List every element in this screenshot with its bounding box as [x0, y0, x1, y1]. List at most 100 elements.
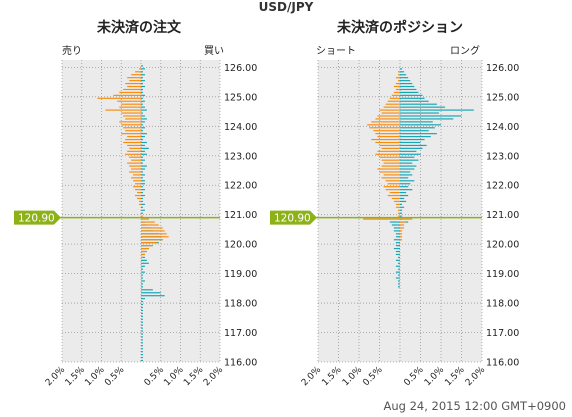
sell-order-bar	[123, 127, 141, 129]
long-position-bar	[397, 268, 400, 270]
buy-order-bar	[141, 339, 143, 341]
buy-order-bar	[141, 124, 143, 126]
long-position-bar	[400, 206, 405, 208]
short-position-bar	[385, 180, 400, 182]
sell-order-bar	[119, 106, 141, 108]
buy-order-bar	[141, 189, 145, 191]
buy-order-bar	[141, 298, 145, 300]
long-position-bar	[400, 186, 409, 188]
sell-order-bar	[121, 124, 141, 126]
buy-order-bar	[141, 91, 143, 93]
y-tick-label: 122.00	[224, 181, 257, 192]
y-tick-label: 119.00	[224, 269, 257, 280]
sell-order-bar	[125, 82, 141, 85]
buy-order-bar	[141, 292, 161, 294]
long-position-bar	[395, 250, 400, 253]
buy-order-bar	[141, 115, 145, 117]
buy-order-bar	[141, 68, 145, 70]
long-position-bar	[400, 212, 403, 214]
long-position-bar	[400, 91, 419, 93]
buy-order-bar	[141, 127, 145, 129]
buy-order-bar	[141, 280, 145, 282]
buy-order-bar	[141, 333, 143, 335]
long-position-bar	[400, 197, 405, 200]
buy-order-bar	[141, 200, 143, 203]
short-position-bar	[397, 209, 400, 211]
short-position-bar	[375, 133, 400, 135]
long-position-bar	[391, 224, 400, 226]
x-tick-label: 0.5%	[361, 365, 385, 389]
long-position-bar	[400, 150, 417, 152]
buy-order-bar	[141, 212, 143, 214]
sell-order-bar	[127, 136, 141, 138]
long-position-bar	[400, 165, 417, 167]
short-position-bar	[393, 91, 400, 93]
buy-order-bar	[141, 265, 145, 267]
sell-order-bar	[123, 88, 141, 91]
long-position-bar	[400, 82, 413, 85]
buy-order-bar	[141, 171, 143, 173]
long-position-bar	[400, 130, 429, 132]
y-tick-label: 117.00	[224, 328, 257, 339]
sell-order-bar	[139, 68, 141, 70]
sell-order-bar	[141, 227, 163, 229]
sell-order-bar	[119, 91, 141, 93]
long-position-bar	[400, 138, 425, 141]
short-position-bar	[397, 74, 400, 76]
buy-order-bar	[141, 306, 143, 309]
sell-order-bar	[141, 239, 163, 241]
sell-order-bar	[133, 180, 141, 182]
sell-order-bar	[129, 147, 141, 149]
short-position-bar	[395, 88, 400, 91]
sell-order-bar	[131, 74, 141, 76]
buy-order-bar	[141, 153, 147, 155]
panel-1: 2.0%1.5%1.0%0.5% 0.5%1.0%1.5%2.0%116.0011…	[270, 60, 519, 388]
buy-order-bar	[141, 82, 143, 85]
long-position-bar	[393, 227, 400, 229]
buy-order-bar	[141, 165, 147, 167]
short-position-bar	[371, 138, 400, 141]
x-tick-label: 1.0%	[83, 365, 107, 389]
y-tick-label: 122.00	[486, 181, 519, 192]
x-tick-label: 0.5%	[402, 365, 426, 389]
timestamp-footer: Aug 24, 2015 12:00 GMT+0900	[383, 399, 566, 413]
buy-order-bar	[141, 186, 143, 188]
short-position-bar	[389, 97, 400, 99]
sell-order-bar	[97, 97, 141, 99]
buy-order-bar	[141, 271, 145, 273]
short-position-bar	[400, 239, 403, 241]
long-position-bar	[397, 286, 400, 288]
buy-order-bar	[141, 209, 145, 211]
buy-order-bar	[141, 203, 145, 205]
long-position-bar	[400, 136, 431, 138]
y-tick-label: 121.00	[486, 210, 519, 221]
long-position-bar	[397, 262, 400, 264]
buy-order-bar	[141, 286, 143, 288]
x-tick-label: 1.0%	[341, 365, 365, 389]
sell-order-bar	[123, 141, 141, 144]
buy-order-bar	[141, 174, 145, 176]
sell-order-bar	[141, 253, 145, 256]
short-position-bar	[391, 197, 400, 200]
x-tick-label: 0.5%	[103, 365, 127, 389]
y-tick-label: 123.00	[224, 151, 257, 162]
long-position-bar	[393, 239, 400, 241]
long-position-bar	[400, 109, 474, 111]
short-position-bar	[379, 144, 400, 147]
sell-order-bar	[141, 218, 149, 220]
buy-order-bar	[141, 74, 145, 76]
buy-order-bar	[141, 103, 143, 105]
short-position-bar	[385, 189, 400, 191]
y-tick-label: 120.00	[224, 240, 257, 251]
sell-order-bar	[125, 138, 141, 141]
x-tick-label: 1.5%	[182, 365, 206, 389]
current-price-label: 120.90	[18, 212, 55, 224]
buy-order-bar	[141, 321, 143, 323]
sell-order-bar	[141, 245, 153, 247]
buy-order-bar	[141, 197, 143, 200]
sell-order-bar	[125, 130, 141, 132]
buy-order-bar	[141, 162, 143, 164]
y-tick-label: 118.00	[486, 299, 519, 310]
short-position-bar	[381, 112, 400, 114]
